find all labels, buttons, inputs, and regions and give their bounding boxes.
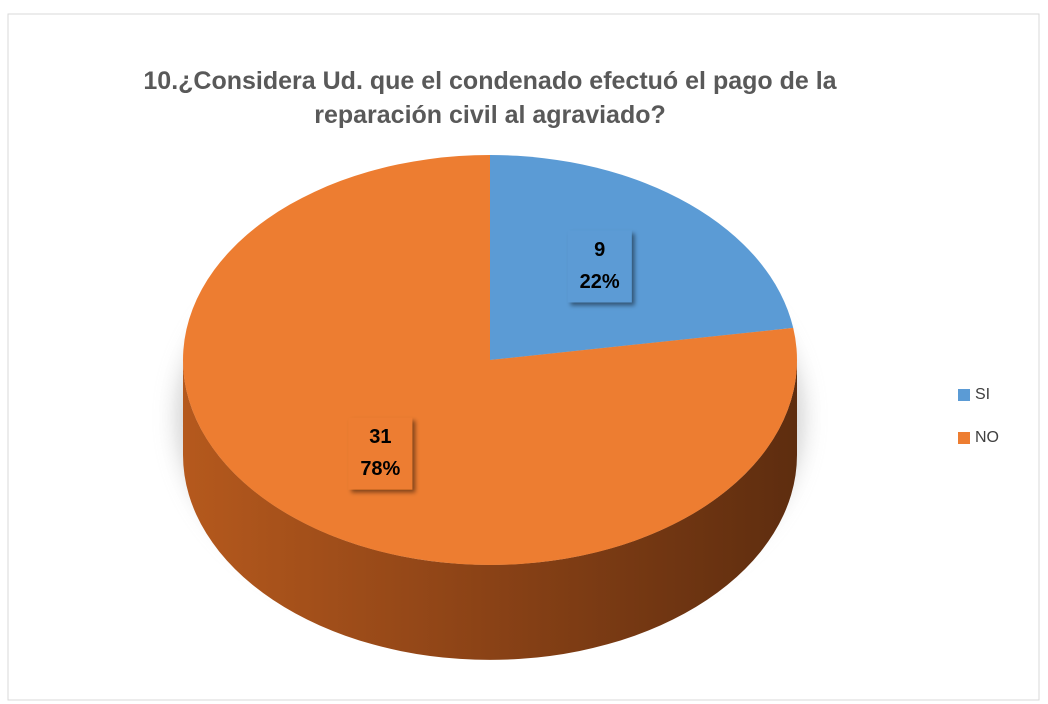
legend-swatch	[958, 432, 970, 444]
chart-title: 10.¿Considera Ud. que el condenado efect…	[143, 67, 837, 129]
legend-swatch	[958, 389, 970, 401]
pie-slice	[490, 155, 794, 360]
data-label: 31	[369, 426, 391, 448]
pie-side	[183, 360, 797, 660]
pie-slice	[182, 155, 797, 565]
data-label: 22%	[580, 271, 620, 293]
data-label-box	[567, 230, 632, 303]
legend-label: NO	[975, 429, 999, 446]
data-label: 9	[594, 239, 605, 261]
data-label: 78%	[360, 458, 400, 480]
legend-label: SI	[975, 386, 990, 403]
legend: SI NO	[958, 386, 999, 446]
pie: 9 22% 31 78%	[178, 155, 802, 660]
data-label-box	[348, 417, 413, 490]
